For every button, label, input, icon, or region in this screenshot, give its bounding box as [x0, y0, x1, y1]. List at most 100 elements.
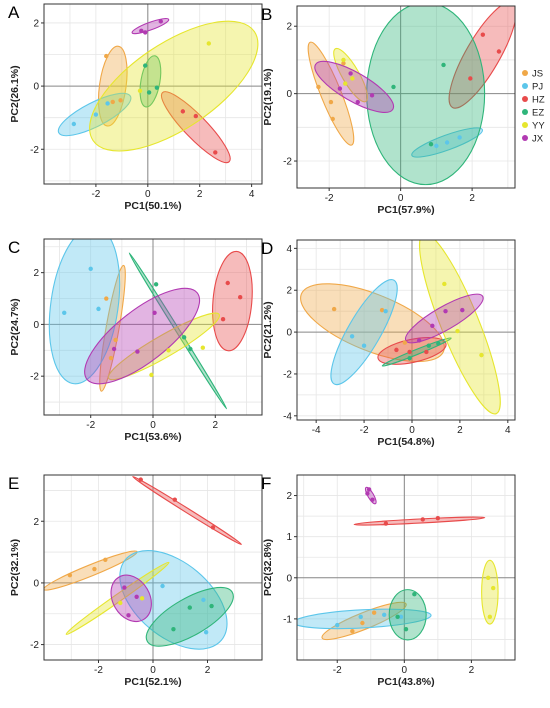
x-tick-label: -2 [94, 665, 103, 676]
x-tick-label: 0 [409, 425, 415, 436]
point-hz [138, 477, 143, 482]
point-ez [154, 85, 160, 90]
point-yy [442, 281, 447, 287]
point-hz [394, 347, 399, 353]
point-js [108, 355, 114, 361]
y-tick-label: -2 [30, 145, 39, 156]
point-yy [139, 596, 145, 601]
data-points [62, 266, 243, 378]
y-tick-label: 2 [33, 18, 39, 29]
point-yy [350, 76, 355, 81]
y-tick-label: 2 [33, 268, 39, 279]
point-yy [118, 600, 123, 606]
x-tick-label: -2 [360, 425, 369, 436]
plot-frame [296, 239, 516, 421]
ellipse-jx [84, 287, 201, 385]
point-ez [412, 592, 417, 597]
y-tick-label: 4 [286, 244, 292, 255]
y-tick-label: 0 [286, 573, 292, 584]
legend-label-jx: JX [532, 134, 544, 145]
legend-marker-hz [522, 96, 528, 102]
y-tick-label: 2 [286, 286, 292, 297]
ellipse-js [321, 601, 407, 641]
point-yy [149, 372, 154, 378]
point-yy [491, 585, 496, 591]
x-tick-label: -4 [312, 425, 321, 436]
point-hz [213, 150, 218, 155]
point-yy [479, 352, 484, 358]
point-ez [407, 356, 412, 361]
point-hz [180, 109, 186, 114]
data-points [71, 19, 218, 155]
point-ez [188, 346, 193, 352]
point-hz [193, 113, 199, 119]
x-tick-label: 2 [469, 193, 475, 204]
x-tick-label: -2 [333, 665, 342, 676]
y-tick-label: -2 [30, 372, 39, 383]
point-jx [122, 585, 127, 590]
point-pj [105, 101, 110, 106]
point-ez [171, 626, 176, 632]
point-ez [146, 90, 152, 95]
point-js [402, 340, 408, 345]
legend-marker-yy [522, 122, 528, 128]
y-axis-label: PC2(19.1%) [262, 68, 274, 125]
plot-area [297, 240, 515, 420]
confidence-ellipses [48, 239, 253, 410]
point-jx [126, 613, 131, 618]
ellipse-ez [139, 55, 162, 108]
point-ez [209, 603, 214, 609]
point-hz [496, 49, 502, 54]
ellipse-jx [404, 293, 484, 344]
point-pj [71, 121, 77, 127]
x-tick-label: 2 [457, 425, 463, 436]
point-pj [398, 614, 404, 620]
point-ez [428, 141, 434, 147]
plot-frame [296, 5, 516, 189]
point-ez [395, 614, 400, 620]
legend-marker-jx [522, 135, 528, 141]
point-ez [426, 343, 431, 348]
point-pj [62, 310, 67, 315]
x-axis-label: PC1(54.8%) [377, 436, 434, 448]
point-pj [457, 135, 462, 140]
y-tick-label: 2 [33, 517, 39, 528]
point-jx [143, 30, 148, 35]
x-tick-label: 0 [150, 665, 156, 676]
point-hz [225, 280, 230, 286]
x-tick-label: 2 [205, 665, 211, 676]
data-points [67, 477, 216, 635]
point-pj [335, 622, 340, 628]
ellipse-ez [145, 586, 234, 647]
point-js [360, 620, 365, 626]
ellipse-yy [419, 240, 501, 415]
point-hz [468, 76, 473, 81]
point-pj [96, 306, 101, 312]
point-yy [166, 348, 171, 353]
y-axis-label: PC2(26.1%) [9, 65, 21, 122]
x-tick-label: 4 [249, 189, 255, 200]
point-js [104, 53, 109, 59]
point-ez [436, 341, 441, 346]
point-pj [382, 612, 387, 617]
point-js [113, 337, 118, 343]
panel-letter: E [8, 474, 19, 493]
point-js [67, 573, 73, 578]
point-hz [420, 517, 425, 522]
point-pj [361, 343, 367, 348]
x-axis-label: PC1(57.9%) [377, 204, 434, 216]
point-jx [416, 338, 422, 343]
point-js [316, 84, 321, 90]
x-tick-label: 4 [505, 425, 511, 436]
plot-frame [43, 3, 263, 185]
confidence-ellipses [307, 6, 515, 186]
point-js [118, 98, 123, 103]
point-pj [160, 583, 165, 589]
point-yy [485, 575, 491, 580]
x-axis-label: PC1(52.1%) [124, 676, 181, 688]
panel-c: -2 0 2 -2 0 2 PC1(53.6%) PC2(24.7%) C [8, 238, 263, 443]
point-js [350, 629, 355, 634]
point-jx [369, 93, 375, 98]
ellipse-jx [314, 60, 395, 113]
point-hz [383, 521, 389, 526]
